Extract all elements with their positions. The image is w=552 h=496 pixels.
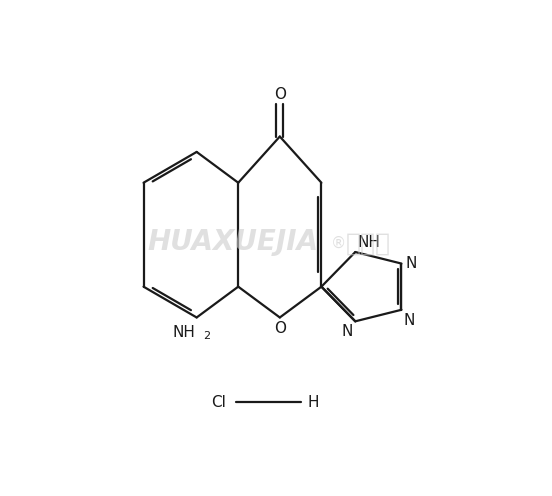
Text: HUAXUEJIA: HUAXUEJIA — [147, 229, 319, 256]
Text: 2: 2 — [203, 331, 210, 341]
Text: O: O — [274, 87, 286, 102]
Text: 化学加: 化学加 — [346, 232, 391, 255]
Text: ®: ® — [331, 236, 346, 250]
Text: NH: NH — [358, 235, 380, 249]
Text: Cl: Cl — [211, 395, 226, 410]
Text: N: N — [342, 324, 353, 339]
Text: O: O — [274, 320, 286, 336]
Text: H: H — [307, 395, 319, 410]
Text: NH: NH — [172, 325, 195, 340]
Text: N: N — [405, 256, 417, 271]
Text: N: N — [404, 313, 415, 328]
